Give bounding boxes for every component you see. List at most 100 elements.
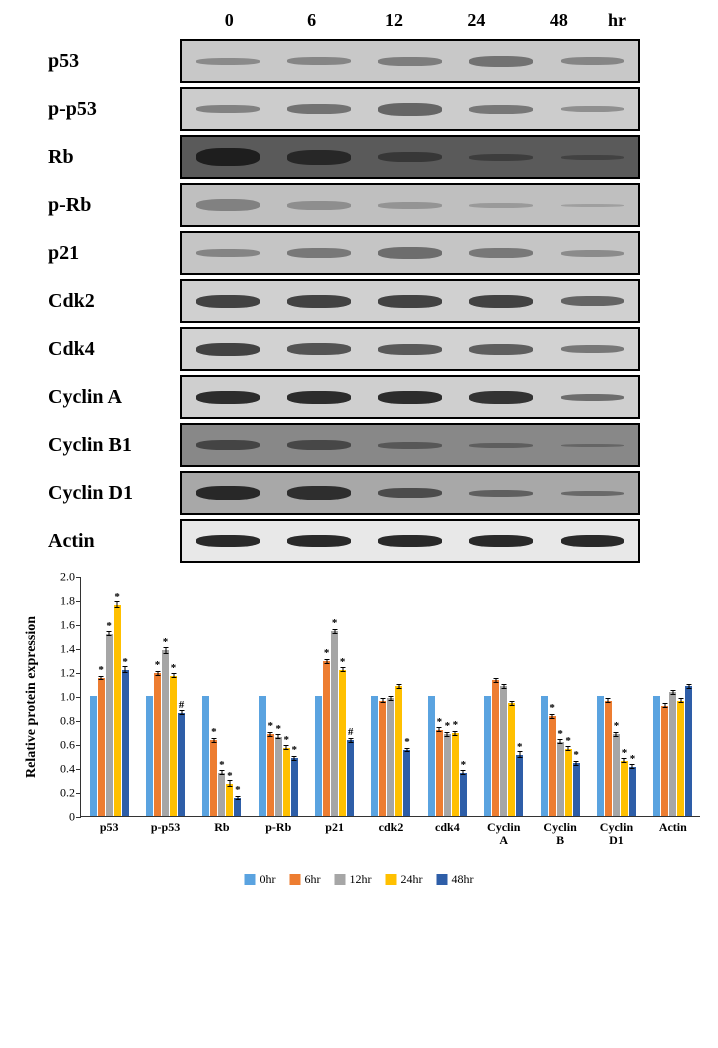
- blot-band: [378, 152, 442, 162]
- error-bar: [101, 676, 102, 681]
- blot-band: [196, 535, 260, 547]
- blot-band: [561, 491, 625, 496]
- bar: *: [452, 733, 459, 816]
- legend-label: 48hr: [452, 872, 474, 887]
- error-bar: [237, 796, 238, 801]
- bar-group: *: [480, 680, 528, 816]
- blot-band: [469, 344, 533, 355]
- blot-row: Cyclin B1: [20, 423, 698, 467]
- bar: *: [218, 773, 225, 816]
- blot-image: [180, 279, 640, 323]
- y-tick-label: 0: [43, 810, 75, 825]
- x-tick-label: p-Rb: [265, 821, 291, 834]
- blot-lane: [364, 377, 455, 417]
- legend-label: 6hr: [305, 872, 321, 887]
- error-bar: [664, 703, 665, 708]
- blot-lane: [547, 233, 638, 273]
- bar-group: [649, 686, 697, 816]
- protein-label: p53: [20, 50, 180, 73]
- significance-marker: *: [461, 759, 467, 771]
- blot-band: [561, 535, 625, 547]
- significance-marker: *: [332, 617, 338, 629]
- blot-image: [180, 375, 640, 419]
- blot-lane: [182, 185, 273, 225]
- blot-band: [469, 443, 533, 448]
- x-tick-label: cdk2: [379, 821, 404, 834]
- bar: [653, 696, 660, 816]
- blot-lane: [456, 89, 547, 129]
- legend-label: 12hr: [350, 872, 372, 887]
- blot-lane: [364, 185, 455, 225]
- blot-lane: [182, 329, 273, 369]
- bar: *: [403, 750, 410, 816]
- bar: *: [283, 748, 290, 816]
- blot-lane: [364, 233, 455, 273]
- bar: [597, 696, 604, 816]
- blot-lane: [273, 185, 364, 225]
- blot-band: [378, 57, 442, 66]
- significance-marker: *: [549, 702, 555, 714]
- blot-band: [561, 57, 625, 65]
- significance-marker: *: [453, 719, 459, 731]
- blot-lane: [273, 281, 364, 321]
- x-tick-label: cdk4: [435, 821, 460, 834]
- significance-marker: *: [340, 656, 346, 668]
- blot-lane: [182, 281, 273, 321]
- blot-band: [196, 440, 260, 450]
- significance-marker: *: [437, 716, 443, 728]
- blot-band: [287, 440, 351, 450]
- significance-marker: *: [235, 784, 241, 796]
- blot-band: [561, 204, 625, 207]
- blot-band: [196, 486, 260, 500]
- error-bar: [463, 770, 464, 775]
- bar: *: [436, 730, 443, 816]
- bar: [387, 698, 394, 816]
- bar: [379, 701, 386, 816]
- bar: *: [629, 767, 636, 816]
- blot-band: [378, 535, 442, 547]
- significance-marker: *: [155, 659, 161, 671]
- blot-band: [378, 442, 442, 449]
- blot-band: [469, 248, 533, 258]
- blot-lane: [182, 233, 273, 273]
- blot-lane: [182, 473, 273, 513]
- blot-row: Cdk4: [20, 327, 698, 371]
- blot-band: [287, 535, 351, 547]
- bar: [428, 696, 435, 816]
- protein-label: Rb: [20, 146, 180, 169]
- y-tick-label: 0.2: [43, 786, 75, 801]
- blot-image: [180, 231, 640, 275]
- x-tick-label: CyclinD1: [600, 821, 633, 847]
- bar: *: [565, 749, 572, 816]
- blot-lane: [182, 425, 273, 465]
- significance-marker: *: [227, 770, 233, 782]
- y-tick-label: 1.8: [43, 594, 75, 609]
- blot-lane: [364, 521, 455, 561]
- bar: *: [122, 670, 129, 816]
- blot-lane: [273, 89, 364, 129]
- blot-band: [196, 148, 260, 166]
- blot-lane: [547, 89, 638, 129]
- error-bar: [406, 748, 407, 753]
- blot-image: [180, 135, 640, 179]
- significance-marker: *: [122, 656, 128, 668]
- bar: [500, 686, 507, 816]
- blot-lane: [273, 425, 364, 465]
- timepoint-label: 24: [435, 10, 517, 31]
- bar: *: [154, 673, 161, 816]
- blot-lane: [182, 89, 273, 129]
- error-bar: [439, 727, 440, 732]
- blot-lane: [547, 377, 638, 417]
- blot-band: [196, 58, 260, 65]
- bar: [677, 701, 684, 816]
- bar: *: [331, 631, 338, 816]
- bar-group: ****: [198, 696, 246, 816]
- error-bar: [632, 764, 633, 769]
- chart-plot-area: 00.20.40.60.81.01.21.41.61.82.0****p53**…: [80, 577, 700, 817]
- blot-lane: [273, 329, 364, 369]
- error-bar: [286, 745, 287, 750]
- bar-group: *: [367, 686, 415, 816]
- bar: [484, 696, 491, 816]
- bar: *: [106, 634, 113, 816]
- bar: *: [573, 763, 580, 816]
